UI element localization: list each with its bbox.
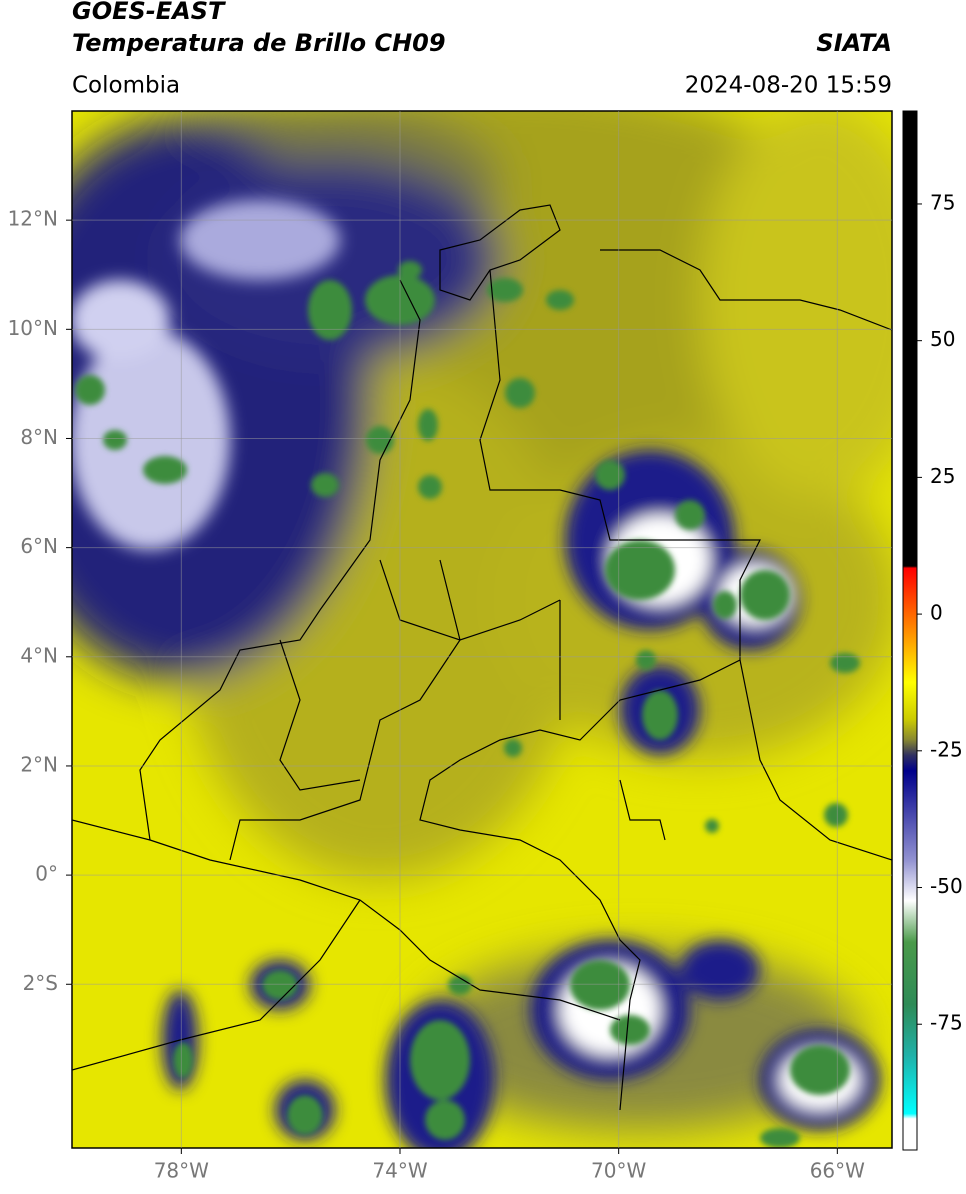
x-tick-label: 78°W	[154, 1159, 209, 1183]
satellite-image	[72, 111, 892, 1148]
y-tick-label: 4°N	[20, 643, 58, 667]
x-tick-label: 74°W	[372, 1159, 427, 1183]
title: GOES-EAST	[72, 0, 226, 25]
x-tick-label: 70°W	[591, 1159, 646, 1183]
colorbar-tick-label: -75	[930, 1011, 963, 1035]
borders	[72, 204, 892, 1111]
y-tick-label: 2°S	[23, 971, 58, 995]
colorbar-tick-label: 25	[930, 464, 955, 488]
source: SIATA	[816, 29, 892, 57]
y-tick-label: 0°	[35, 862, 58, 886]
y-tick-label: 12°N	[8, 207, 58, 231]
subtitle: Temperatura de Brillo CH09	[72, 29, 446, 57]
y-tick-label: 8°N	[20, 425, 58, 449]
timestamp: 2024-08-20 15:59	[685, 73, 892, 99]
x-tick-label: 66°W	[810, 1159, 865, 1183]
colorbar-tick-label: -50	[930, 874, 963, 898]
y-tick-label: 6°N	[20, 534, 58, 558]
colorbar-tick-label: 50	[930, 327, 955, 351]
colorbar-tick-label: -25	[930, 737, 963, 761]
colorbar	[902, 110, 918, 1151]
colorbar-tick-label: 0	[930, 601, 943, 625]
map-frame	[71, 110, 893, 1149]
region: Colombia	[72, 73, 180, 99]
colorbar-tick-label: 75	[930, 190, 955, 214]
y-tick-label: 2°N	[20, 752, 58, 776]
y-tick-label: 10°N	[8, 316, 58, 340]
